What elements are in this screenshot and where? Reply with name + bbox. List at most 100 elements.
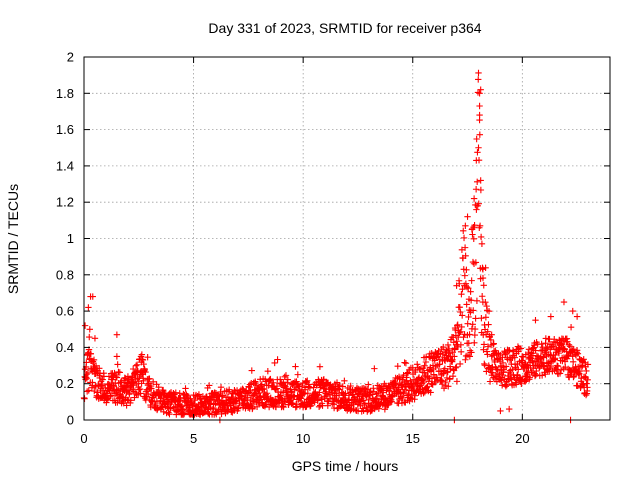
data-point [113,353,121,360]
data-point [424,383,431,390]
data-point [431,357,439,364]
data-point [478,240,486,248]
data-point [476,90,483,97]
data-point [137,353,145,360]
data-point [551,336,558,343]
data-point [482,264,489,272]
data-point [493,365,500,373]
data-point [112,373,120,381]
data-point [461,272,469,279]
y-tick-label: 0.4 [56,340,74,355]
data-point [485,321,492,328]
data-point [298,383,306,390]
data-point [148,385,155,392]
data-point [473,135,480,143]
y-tick-label: 0.8 [56,267,74,282]
data-point [137,390,144,397]
data-point [515,366,522,373]
data-point [146,375,153,382]
data-point [457,308,464,316]
data-point [484,351,491,358]
data-point [464,320,471,327]
data-point [94,389,101,396]
data-point [471,339,478,346]
data-point [365,381,372,388]
data-point [432,363,439,371]
data-point [452,326,459,334]
data-point [420,389,427,397]
data-point [402,359,410,367]
data-point [475,69,482,77]
data-point [289,400,296,407]
data-point [558,341,565,348]
data-point [316,389,323,396]
data-point [460,333,467,341]
data-point [574,350,582,357]
y-tick-label: 1.6 [56,122,74,137]
data-point [473,206,480,213]
data-point [528,369,536,376]
data-point [182,385,189,392]
data-point [466,331,473,338]
data-point [474,149,481,156]
data-point [457,328,464,335]
data-point [407,395,414,402]
data-point [567,323,575,331]
data-point [87,350,95,358]
data-point [192,391,200,399]
data-point [442,349,449,356]
data-point [472,186,480,193]
data-point [476,222,484,229]
data-point [582,391,590,399]
data-point [465,313,472,321]
data-point [477,177,484,184]
data-point [267,375,274,383]
data-point [556,370,564,377]
data-point [191,396,199,404]
data-point [271,359,278,367]
data-point [477,186,485,194]
y-tick-label: 0.2 [56,376,74,391]
data-point [437,377,445,384]
data-point [479,298,487,306]
data-point [482,314,490,321]
data-point [187,395,194,402]
data-point [294,371,302,378]
data-point [126,386,133,394]
data-point [284,376,292,383]
data-point [463,266,470,274]
data-point [526,374,533,381]
data-point [478,293,486,300]
data-point [477,86,484,93]
data-point [449,356,456,364]
data-point [476,111,483,119]
x-tick-label: 5 [190,431,197,446]
data-point [373,395,381,402]
data-point [473,297,481,305]
data-point [560,298,568,306]
data-point [83,374,91,382]
data-point [81,322,89,329]
data-point [473,157,480,164]
data-point [89,293,96,300]
data-point [463,301,470,308]
data-point [475,76,482,83]
data-point [470,235,477,242]
data-point [407,377,414,385]
y-tick-label: 1 [67,231,74,246]
data-point [580,356,587,363]
data-point [479,274,487,282]
data-point [470,307,477,314]
data-point [479,266,487,273]
data-point [497,407,504,415]
data-point [462,252,469,259]
data-point [86,333,93,341]
data-point [463,283,471,291]
data-point [462,280,470,287]
data-point [584,384,591,391]
data-point [542,371,549,378]
data-point [135,386,143,393]
data-point [456,360,464,368]
data-point [367,408,374,415]
